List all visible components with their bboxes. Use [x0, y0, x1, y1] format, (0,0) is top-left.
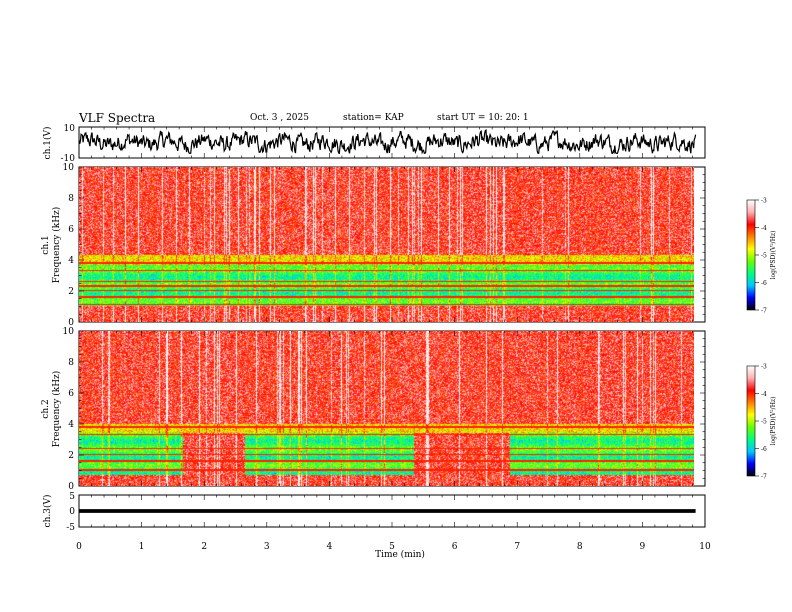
- ch1-waveform-ylabel: ch.1(V): [42, 127, 53, 160]
- colorbar-tick-label: -4: [761, 391, 767, 398]
- ch1-spectrogram-ticks: 0 2 4 6 8 10: [63, 163, 706, 328]
- y-tick-label: 4: [68, 420, 74, 430]
- ch1-spectrogram-ylabel-channel: ch.1: [41, 235, 51, 254]
- ch2-spectrogram-ticks: 0 2 4 6 8 10: [63, 327, 706, 492]
- x-tick-label: 3: [264, 542, 270, 552]
- x-tick-label: 1: [139, 542, 145, 552]
- ch1-waveform-trace: [78, 128, 697, 155]
- colorbar-tick-label: -7: [761, 474, 767, 481]
- ch3-ytick-middle: 0: [69, 507, 75, 517]
- ch1-spectrogram-ylabel-frequency: Frequency (kHz): [51, 207, 62, 284]
- ch1-waveform-panel: 10 -10 ch.1(V): [42, 124, 706, 164]
- y-tick-label: 0: [68, 482, 74, 492]
- ch2-spectrogram-ylabel-frequency: Frequency (kHz): [51, 371, 62, 448]
- y-tick-label: 10: [63, 327, 75, 337]
- colorbar-tick-label: -4: [761, 225, 767, 232]
- y-tick-label: 0: [68, 318, 74, 328]
- x-tick-label: 7: [514, 542, 520, 552]
- station-label: station= KAP: [343, 113, 404, 123]
- ch1-waveform-ticks: [78, 127, 706, 158]
- ch3-waveform-ticks: [78, 495, 706, 527]
- x-tick-label: 10: [699, 542, 711, 552]
- ch2-colorbar-ticks: -3 -4 -5 -6 -7: [755, 364, 767, 481]
- x-tick-labels: 0 1 2 3 4 5 6 7 8 9 10: [76, 542, 711, 552]
- x-tick-label: 2: [201, 542, 207, 552]
- ch1-colorbar-ticks: -3 -4 -5 -6 -7: [755, 198, 767, 315]
- ch3-waveform-panel: 5 0 -5 ch.3(V) 0 1 2 3 4 5 6 7 8 9 10 Time (min): [42, 492, 711, 560]
- x-tick-label: 8: [577, 542, 583, 552]
- y-tick-label: 8: [68, 194, 74, 204]
- ch1-ytick-bottom: -10: [61, 154, 76, 164]
- x-tick-label: 0: [76, 542, 82, 552]
- y-tick-label: 6: [68, 389, 74, 399]
- ch3-ytick-bottom: -5: [66, 523, 75, 533]
- start-time-label: start UT = 10: 20: 1: [437, 113, 529, 123]
- y-tick-label: 6: [68, 225, 74, 235]
- x-tick-label: 4: [327, 542, 333, 552]
- x-tick-label: 5: [389, 542, 395, 552]
- ch3-waveform-ylabel: ch.3(V): [42, 495, 53, 528]
- ch1-ytick-top: 10: [64, 124, 76, 134]
- y-tick-label: 2: [68, 451, 74, 461]
- ch3-waveform-trace: [79, 509, 696, 513]
- ch1-spectrogram-image: [79, 167, 694, 322]
- ch2-spectrogram-ylabel-channel: ch.2: [41, 399, 51, 418]
- chart-title: VLF Spectra: [79, 111, 156, 125]
- y-tick-label: 10: [63, 163, 75, 173]
- ch2-colorbar: [746, 365, 756, 477]
- colorbar-tick-label: -3: [761, 364, 767, 371]
- y-tick-label: 4: [68, 256, 74, 266]
- x-tick-label: 9: [640, 542, 646, 552]
- colorbar-tick-label: -3: [761, 198, 767, 205]
- ch2-colorbar-label: log(PSD)(V²/Hz): [770, 397, 777, 446]
- y-tick-label: 8: [68, 358, 74, 368]
- colorbar-tick-label: -5: [761, 419, 767, 426]
- colorbar-tick-label: -7: [761, 308, 767, 315]
- ch1-colorbar: [746, 199, 756, 311]
- y-tick-label: 2: [68, 287, 74, 297]
- ch2-spectrogram-image: [79, 331, 694, 486]
- ch1-colorbar-label: log(PSD)(V²/Hz): [770, 231, 777, 280]
- x-axis-label: Time (min): [375, 549, 425, 560]
- x-tick-label: 6: [452, 542, 458, 552]
- colorbar-tick-label: -5: [761, 253, 767, 260]
- date-label: Oct. 3 , 2025: [250, 113, 309, 123]
- colorbar-tick-label: -6: [761, 446, 767, 453]
- ch3-ytick-top: 5: [69, 492, 75, 502]
- colorbar-tick-label: -6: [761, 280, 767, 287]
